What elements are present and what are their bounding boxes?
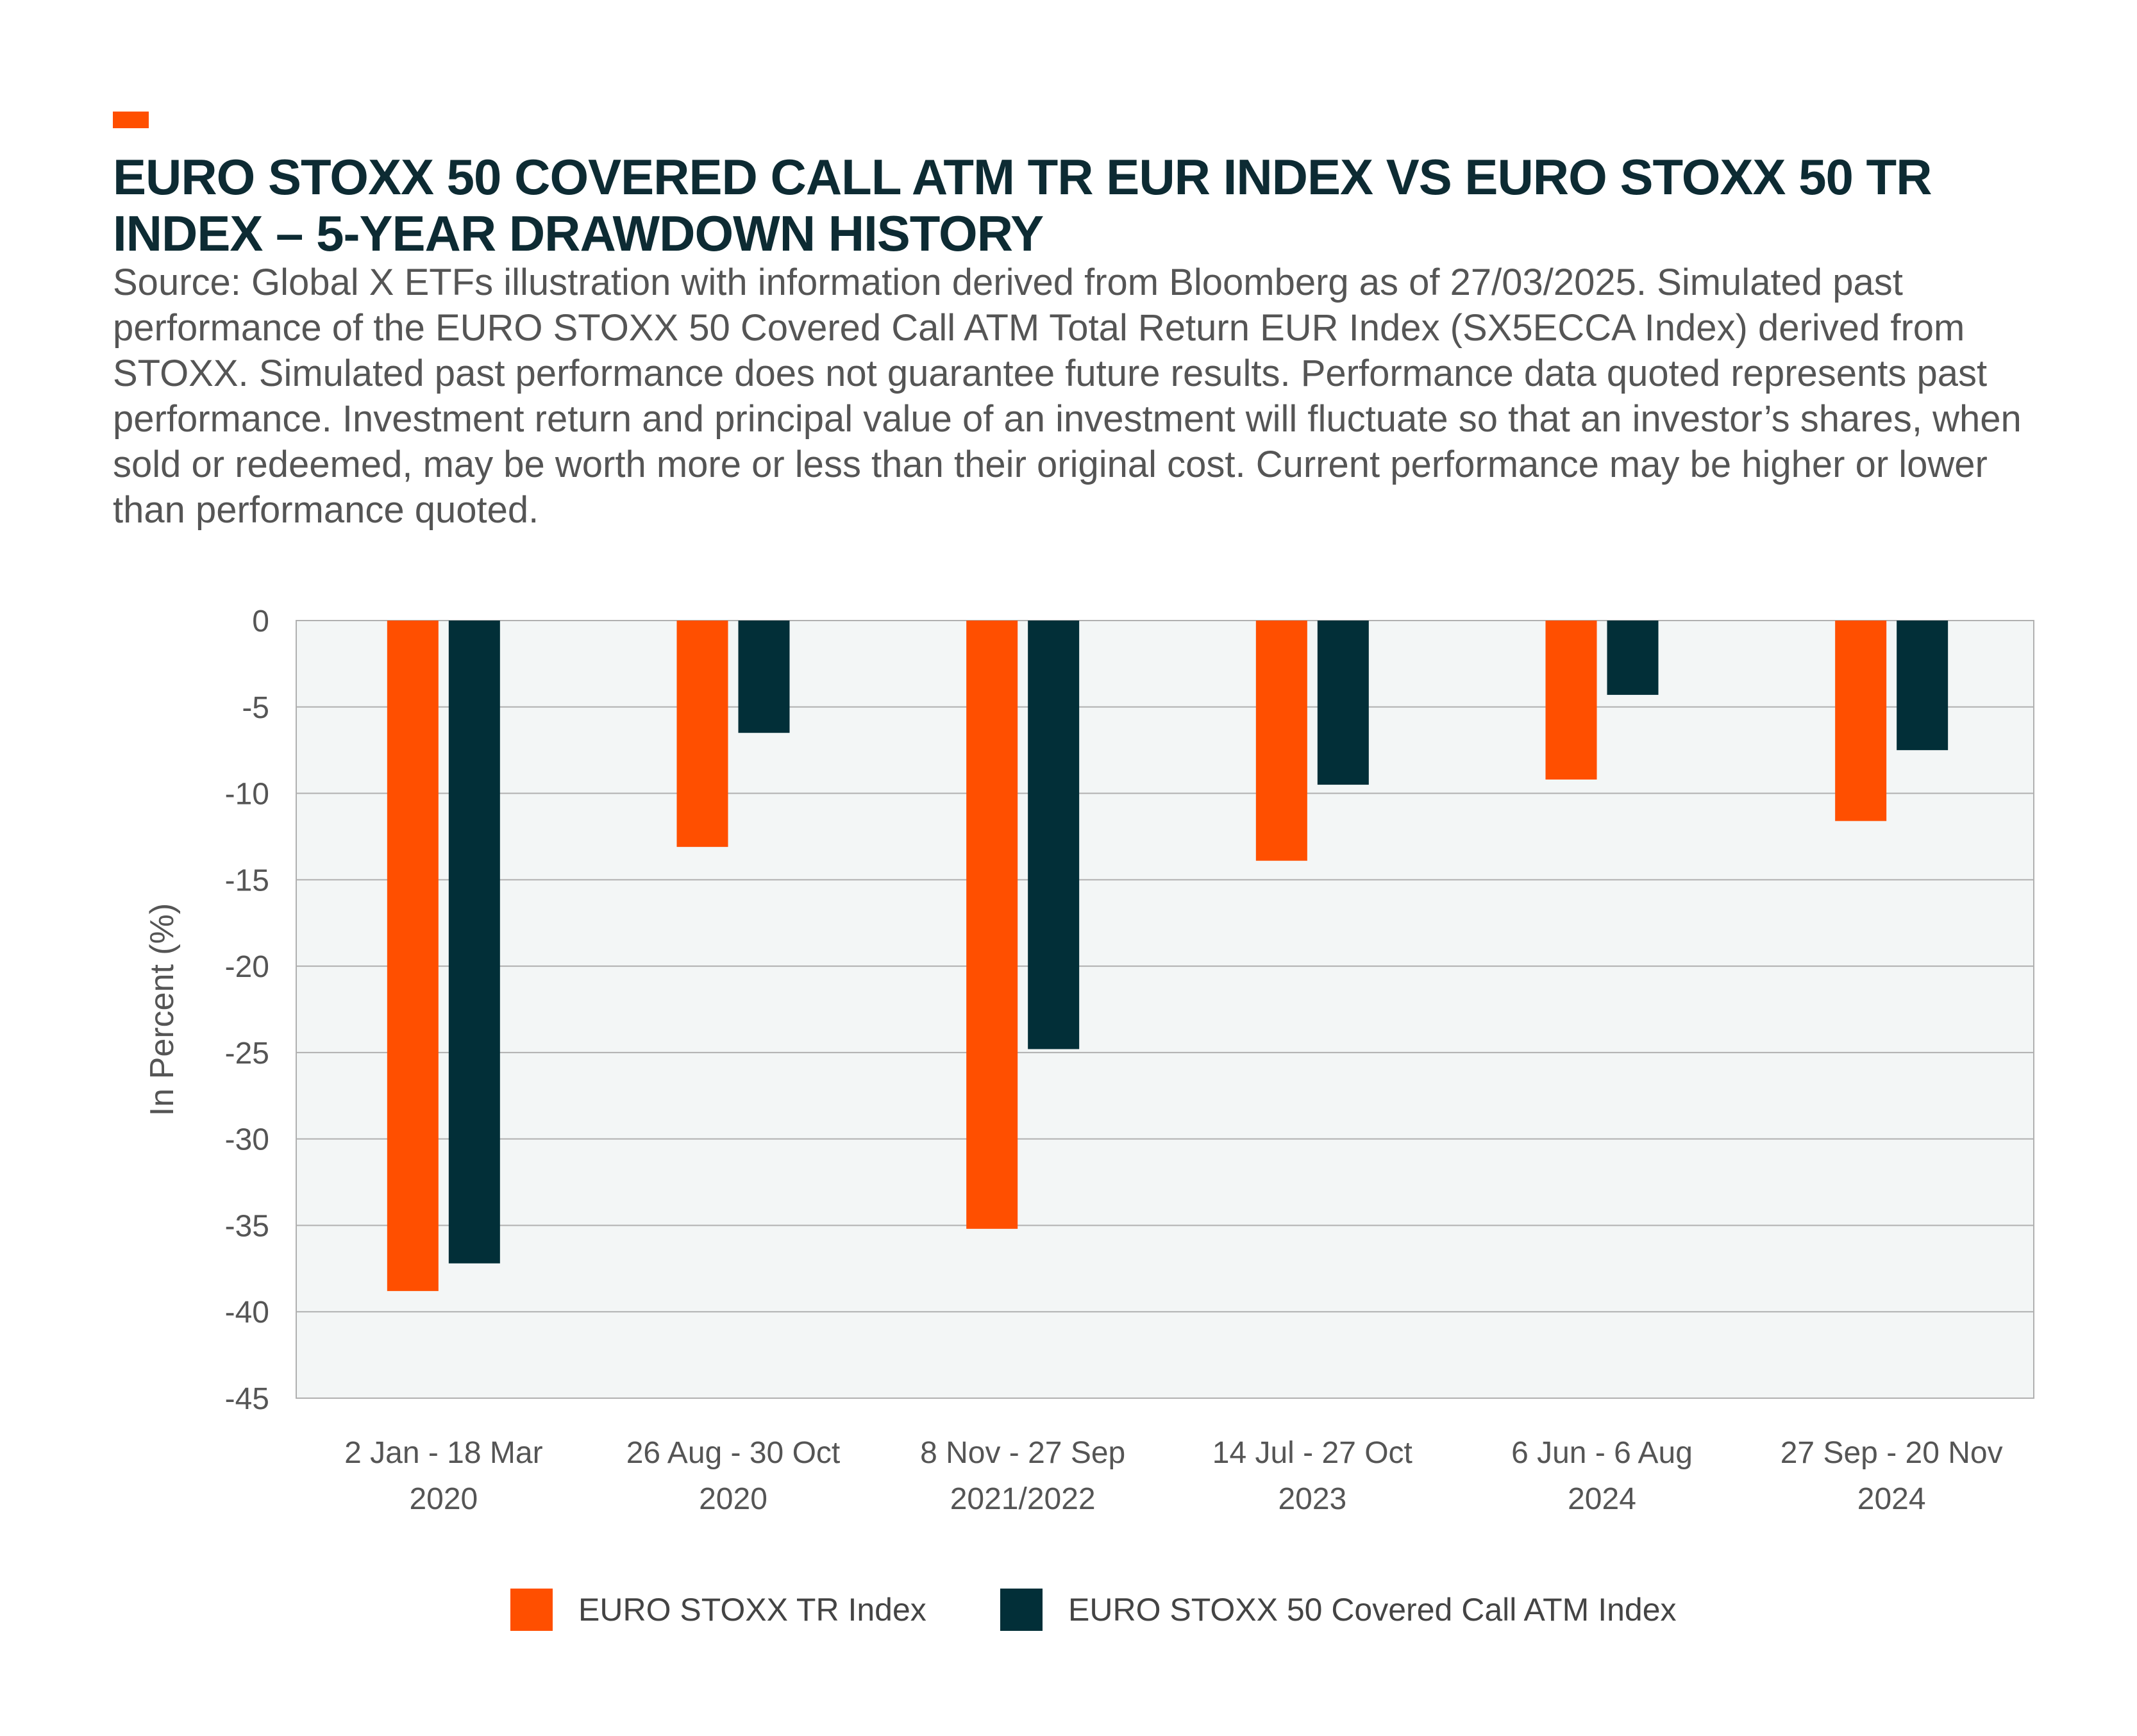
plot-area — [296, 620, 2034, 1399]
x-tick-label: 2023 — [1278, 1482, 1346, 1516]
gridlines — [296, 620, 2034, 1399]
y-tick-label: -40 — [225, 1296, 269, 1330]
bar-covered-call-atm — [738, 621, 790, 733]
bar-covered-call-atm — [1028, 621, 1080, 1049]
bar-covered-call-atm — [1607, 621, 1659, 695]
bar-chart: 0 -5 -10 -15 -20 -25 -30 -35 -40 -45 2 Jan - 18 M… — [144, 605, 2034, 1516]
x-tick-label: 2020 — [699, 1482, 767, 1516]
y-axis-ticks: 0 -5 -10 -15 -20 -25 -30 -35 -40 -45 — [225, 605, 269, 1416]
x-tick-label: 2024 — [1857, 1482, 1926, 1516]
x-tick-label: 2 Jan - 18 Mar — [344, 1436, 542, 1470]
y-tick-label: -20 — [225, 950, 269, 984]
legend: EURO STOXX TR Index EURO STOXX 50 Covere… — [0, 1589, 2137, 1640]
source-note: Source: Global X ETFs illustration with … — [113, 262, 2022, 531]
x-tick-label: 8 Nov - 27 Sep — [920, 1436, 1125, 1470]
y-tick-label: -45 — [225, 1382, 269, 1416]
x-tick-label: 2021/2022 — [950, 1482, 1096, 1516]
legend-swatch-orange — [510, 1589, 553, 1631]
bar-covered-call-atm — [448, 621, 500, 1264]
y-tick-label: -30 — [225, 1123, 269, 1157]
bar-euro-stoxx-tr — [1835, 621, 1887, 821]
bar-euro-stoxx-tr — [966, 621, 1018, 1229]
x-axis-ticks: 2 Jan - 18 Mar 2020 26 Aug - 30 Oct 2020 8 N… — [344, 1436, 2003, 1516]
bar-euro-stoxx-tr — [676, 621, 728, 847]
bar-euro-stoxx-tr — [1545, 621, 1597, 780]
x-tick-label: 27 Sep - 20 Nov — [1781, 1436, 2003, 1470]
x-tick-label: 14 Jul - 27 Oct — [1212, 1436, 1412, 1470]
y-tick-label: -10 — [225, 778, 269, 812]
legend-swatch-dark — [1000, 1589, 1043, 1631]
x-tick-label: 2020 — [409, 1482, 478, 1516]
legend-item-series-1: EURO STOXX TR Index — [510, 1589, 926, 1631]
x-tick-label: 26 Aug - 30 Oct — [626, 1436, 841, 1470]
chart-title: EURO STOXX 50 COVERED CALL ATM TR EUR IN… — [113, 149, 1932, 262]
legend-label-series-2: EURO STOXX 50 Covered Call ATM Index — [1068, 1592, 1677, 1628]
bar-euro-stoxx-tr — [387, 621, 439, 1291]
bar-euro-stoxx-tr — [1255, 621, 1307, 861]
x-tick-label: 2024 — [1568, 1482, 1636, 1516]
y-tick-label: -15 — [225, 864, 269, 897]
accent-bar — [113, 112, 149, 128]
bar-covered-call-atm — [1897, 621, 1948, 751]
bars — [387, 621, 1948, 1291]
y-axis-label: In Percent (%) — [144, 903, 181, 1116]
legend-label-series-1: EURO STOXX TR Index — [578, 1592, 926, 1628]
y-tick-label: 0 — [252, 605, 269, 638]
bar-covered-call-atm — [1317, 621, 1369, 785]
x-tick-label: 6 Jun - 6 Aug — [1511, 1436, 1693, 1470]
y-tick-label: -25 — [225, 1037, 269, 1071]
y-tick-label: -5 — [242, 691, 269, 725]
legend-item-series-2: EURO STOXX 50 Covered Call ATM Index — [1000, 1589, 1677, 1631]
y-tick-label: -35 — [225, 1209, 269, 1243]
